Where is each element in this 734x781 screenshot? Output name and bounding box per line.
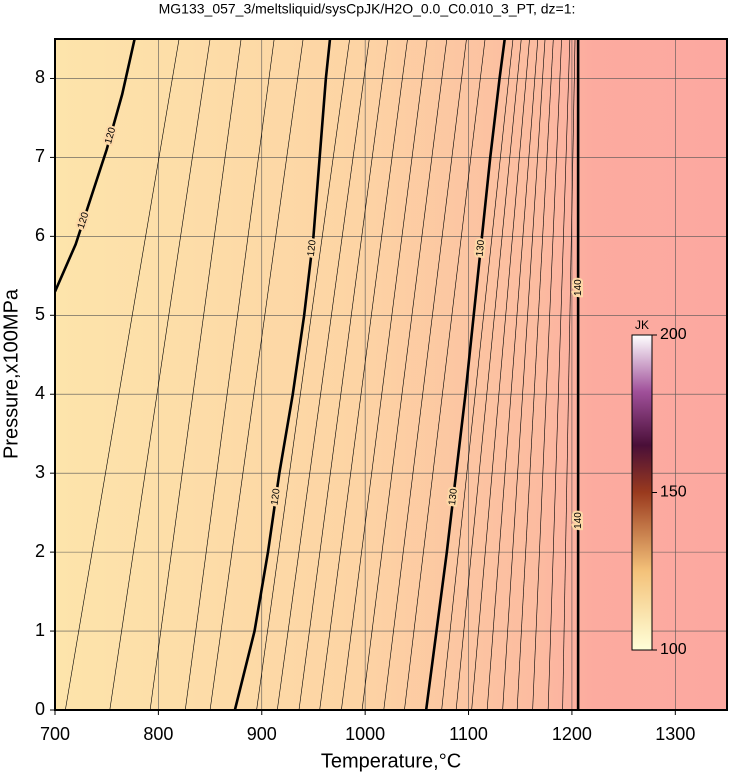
contour-line: [562, 39, 576, 710]
contour-line: [516, 39, 554, 710]
contour-line: [149, 39, 242, 710]
contour-line: [455, 39, 522, 710]
contour-line: [502, 39, 546, 710]
contour-line: [441, 39, 514, 710]
contour-line: [404, 39, 486, 710]
x-tick-label: 700: [40, 724, 70, 744]
colorbar-tick-label: 100: [660, 641, 687, 658]
contour-line: [341, 39, 428, 710]
contour-line: [361, 39, 448, 710]
plot-background: [55, 39, 727, 710]
contour-line: [547, 39, 571, 710]
axes: 700 800 900 1000 1100 1200 1300 0 1 2 3 4 5 6 7 8: [35, 67, 695, 744]
y-axis-label: Pressure,x100MPa: [0, 288, 22, 459]
y-tick-label: 5: [35, 304, 45, 324]
contour-line: [298, 39, 389, 710]
y-tick-label: 6: [35, 225, 45, 245]
y-tick-label: 7: [35, 146, 45, 166]
contour-line: [209, 39, 304, 710]
x-tick-label: 900: [247, 724, 277, 744]
colorbar-label: JK: [635, 318, 649, 332]
contour-line: [276, 39, 370, 710]
colorbar-tick-label: 150: [660, 484, 687, 501]
y-tick-label: 8: [35, 67, 45, 87]
x-tick-label: 1000: [345, 724, 385, 744]
x-axis-label: Temperature,°C: [321, 750, 461, 772]
x-tick-label: 1200: [552, 724, 592, 744]
contour-line: [256, 39, 350, 710]
contour-label: 120: [103, 126, 118, 145]
contour-label: 120: [306, 239, 319, 257]
contour-line: [233, 39, 332, 710]
contour-line: [424, 39, 507, 710]
contour-line: [65, 39, 180, 710]
contours: [55, 39, 580, 710]
plot-frame: [54, 38, 728, 711]
y-tick-label: 3: [35, 462, 45, 482]
contour-line: [184, 39, 275, 710]
x-tick-label: 1300: [655, 724, 695, 744]
y-tick-label: 4: [35, 383, 45, 403]
x-tick-label: 800: [143, 724, 173, 744]
contour-line: [471, 39, 530, 710]
y-tick-label: 0: [35, 699, 45, 719]
contour-line: [55, 39, 136, 293]
contour-label: 120: [269, 487, 282, 506]
y-tick-label: 1: [35, 620, 45, 640]
contour-line: [532, 39, 562, 710]
x-tick-label: 1100: [449, 724, 488, 744]
contour-label: 130: [447, 488, 460, 506]
colorbar-tick-label: 200: [660, 326, 687, 343]
contour-line: [109, 39, 211, 710]
contour-line: [319, 39, 408, 710]
contour-line: [383, 39, 467, 710]
colorbar-ticks: 100 150 200: [652, 326, 687, 658]
contour-label: 140: [573, 512, 584, 529]
contour-label: 140: [573, 279, 584, 296]
contour-line: [486, 39, 539, 710]
chart-title: MG133_057_3/meltsliquid/sysCpJK/H2O_0.0_…: [159, 1, 576, 17]
y-tick-label: 2: [35, 541, 45, 561]
contour-label: 130: [475, 239, 488, 257]
colorbar: [631, 334, 653, 651]
